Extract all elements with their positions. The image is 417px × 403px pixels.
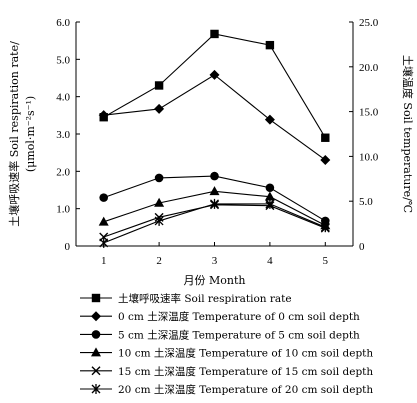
series-3 <box>99 171 330 226</box>
left-y-tick-label: 3.0 <box>56 129 70 141</box>
data-point-circle <box>99 193 108 202</box>
data-point-diamond <box>154 103 165 114</box>
right-y-tick-label: 25.0 <box>359 17 379 29</box>
data-point-square <box>265 40 275 50</box>
data-point-circle <box>210 171 219 181</box>
data-point-triangle <box>264 191 275 201</box>
series-4 <box>98 186 331 230</box>
right-y-axis-label: 土壤温度 Soil temperature/℃ <box>401 55 415 213</box>
data-point-square <box>154 81 164 90</box>
legend-label: 5 cm 土深温度 Temperature of 5 cm soil depth <box>118 328 360 341</box>
x-axis-label: 月份 Month <box>184 274 246 287</box>
data-point-circle <box>154 173 164 183</box>
right-y-tick-label: 15.0 <box>359 107 379 119</box>
ticks: 0 1.0 2.0 3.0 4.0 5.0 6.0 0 5.0 10.0 15.0 20.0 25.0 1… <box>56 17 379 267</box>
data-point-star <box>154 215 164 226</box>
series-line <box>103 33 326 139</box>
data-point-circle <box>91 330 101 339</box>
x-tick-label: 3 <box>212 255 218 267</box>
data-point-square <box>91 293 101 303</box>
data-point-square <box>321 133 330 142</box>
data-point-diamond <box>98 110 109 121</box>
left-y-axis-unit: (μmol·m⁻²s⁻¹) <box>24 96 37 172</box>
series-line <box>103 204 326 238</box>
left-y-tick-label: 6.0 <box>56 17 70 29</box>
left-y-axis-label: 土壤呼吸速率 Soil respiration rate/ <box>7 41 21 227</box>
data-point-diamond <box>264 114 275 125</box>
legend-label: 15 cm 土深温度 Temperature of 15 cm soil dep… <box>118 365 373 378</box>
series-6 <box>99 198 330 248</box>
left-y-tick-label: 4.0 <box>56 92 70 104</box>
legend-item: 15 cm 土深温度 Temperature of 15 cm soil dep… <box>80 365 373 378</box>
data-point-star <box>210 198 219 209</box>
x-tick-label: 4 <box>267 255 273 267</box>
right-y-tick-label: 0 <box>359 241 365 253</box>
data-point-x <box>91 366 101 376</box>
left-y-tick-label: 1.0 <box>56 204 70 216</box>
data-point-diamond <box>91 311 101 322</box>
right-y-tick-label: 20.0 <box>359 62 379 74</box>
legend-label: 土壤呼吸速率 Soil respiration rate <box>118 292 292 305</box>
legend-item: 10 cm 土深温度 Temperature of 10 cm soil dep… <box>80 347 373 360</box>
legend-label: 0 cm 土深温度 Temperature of 0 cm soil depth <box>118 310 360 323</box>
legend-label: 20 cm 土深温度 Temperature of 20 cm soil dep… <box>118 383 373 396</box>
legend-item: 20 cm 土深温度 Temperature of 20 cm soil dep… <box>80 383 373 396</box>
data-point-triangle <box>154 197 165 207</box>
legend-label: 10 cm 土深温度 Temperature of 10 cm soil dep… <box>118 347 373 360</box>
data-point-circle <box>265 183 275 193</box>
data-point-star <box>99 237 109 248</box>
series-2 <box>98 69 331 165</box>
right-y-tick-label: 10.0 <box>359 151 379 163</box>
x-tick-label: 2 <box>156 255 162 267</box>
legend: 土壤呼吸速率 Soil respiration rate 0 cm 土深温度 Te… <box>80 292 373 396</box>
data-point-star <box>265 198 275 209</box>
data-point-diamond <box>209 69 220 80</box>
left-y-tick-label: 5.0 <box>56 54 70 66</box>
right-y-tick-label: 5.0 <box>359 196 373 208</box>
series-line <box>103 203 326 244</box>
data-point-square <box>210 29 219 39</box>
legend-item: 土壤呼吸速率 Soil respiration rate <box>80 292 292 305</box>
series-line <box>103 74 326 161</box>
series-1 <box>99 29 330 142</box>
legend-item: 0 cm 土深温度 Temperature of 0 cm soil depth <box>80 310 360 323</box>
x-tick-label: 5 <box>323 255 329 267</box>
x-tick-label: 1 <box>101 255 107 267</box>
series-lines <box>98 29 331 248</box>
data-point-star <box>320 222 330 233</box>
left-y-tick-label: 0 <box>65 241 71 253</box>
data-point-diamond <box>320 154 331 165</box>
data-point-triangle <box>91 347 101 357</box>
data-point-star <box>91 384 101 394</box>
data-point-triangle <box>98 216 109 226</box>
left-y-tick-label: 2.0 <box>56 166 70 178</box>
legend-item: 5 cm 土深温度 Temperature of 5 cm soil depth <box>80 328 360 341</box>
data-point-triangle <box>209 186 220 196</box>
